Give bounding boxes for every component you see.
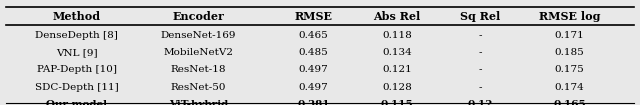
- Text: DenseDepth [8]: DenseDepth [8]: [35, 31, 118, 40]
- Text: 0.115: 0.115: [381, 100, 413, 105]
- Text: 0.497: 0.497: [299, 65, 328, 74]
- Text: -: -: [478, 65, 482, 74]
- Text: -: -: [478, 31, 482, 40]
- Text: ViT-hybrid: ViT-hybrid: [169, 100, 228, 105]
- Text: 0.118: 0.118: [382, 31, 412, 40]
- Text: Abs Rel: Abs Rel: [373, 11, 420, 22]
- Text: VNL [9]: VNL [9]: [56, 48, 98, 57]
- Text: 0.134: 0.134: [382, 48, 412, 57]
- Text: MobileNetV2: MobileNetV2: [163, 48, 234, 57]
- Text: DenseNet-169: DenseNet-169: [161, 31, 236, 40]
- Text: 0.175: 0.175: [555, 65, 584, 74]
- Text: -: -: [478, 48, 482, 57]
- Text: 0.165: 0.165: [554, 100, 586, 105]
- Text: 0.174: 0.174: [555, 83, 584, 92]
- Text: 0.171: 0.171: [555, 31, 584, 40]
- Text: 0.485: 0.485: [299, 48, 328, 57]
- Text: Encoder: Encoder: [172, 11, 225, 22]
- Text: -: -: [478, 83, 482, 92]
- Text: ResNet-18: ResNet-18: [171, 65, 226, 74]
- Text: Our model: Our model: [46, 100, 108, 105]
- Text: 0.12: 0.12: [467, 100, 493, 105]
- Text: Sq Rel: Sq Rel: [460, 11, 500, 22]
- Text: RMSE: RMSE: [294, 11, 333, 22]
- Text: 0.381: 0.381: [298, 100, 330, 105]
- Text: SDC-Depth [11]: SDC-Depth [11]: [35, 83, 118, 92]
- Text: 0.497: 0.497: [299, 83, 328, 92]
- Text: 0.121: 0.121: [382, 65, 412, 74]
- Text: PAP-Depth [10]: PAP-Depth [10]: [36, 65, 116, 74]
- Text: 0.185: 0.185: [555, 48, 584, 57]
- Text: RMSE log: RMSE log: [539, 11, 600, 22]
- Text: 0.128: 0.128: [382, 83, 412, 92]
- Text: ResNet-50: ResNet-50: [171, 83, 226, 92]
- Text: Method: Method: [52, 11, 101, 22]
- Text: 0.465: 0.465: [299, 31, 328, 40]
